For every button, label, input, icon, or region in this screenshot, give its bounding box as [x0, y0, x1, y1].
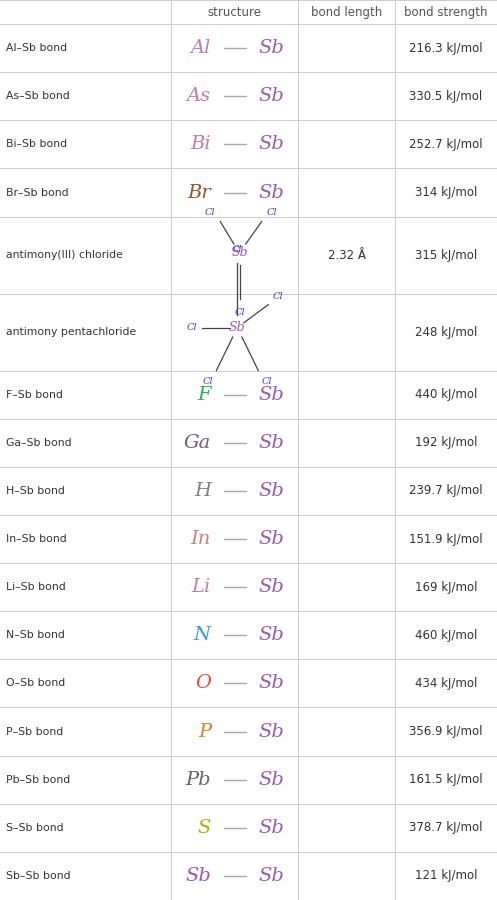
Text: 216.3 kJ/mol: 216.3 kJ/mol	[409, 41, 483, 55]
Text: Ga: Ga	[184, 434, 211, 452]
Text: structure: structure	[208, 5, 262, 19]
Text: H–Sb bond: H–Sb bond	[6, 486, 65, 496]
Text: Cl: Cl	[205, 208, 215, 217]
Text: S: S	[198, 819, 211, 837]
Text: Sb: Sb	[258, 723, 285, 741]
Text: As: As	[187, 87, 211, 105]
Text: Sb: Sb	[258, 135, 285, 153]
Text: Sb: Sb	[229, 321, 246, 334]
Text: Li–Sb bond: Li–Sb bond	[6, 582, 66, 592]
Text: 440 kJ/mol: 440 kJ/mol	[415, 388, 477, 401]
Text: Cl: Cl	[261, 377, 272, 386]
Text: Ga–Sb bond: Ga–Sb bond	[6, 437, 72, 448]
Text: Sb: Sb	[258, 482, 285, 500]
Text: 121 kJ/mol: 121 kJ/mol	[415, 869, 477, 882]
Text: Sb: Sb	[258, 184, 285, 202]
Text: N: N	[194, 626, 211, 644]
Text: Sb–Sb bond: Sb–Sb bond	[6, 871, 71, 881]
Text: 151.9 kJ/mol: 151.9 kJ/mol	[409, 533, 483, 545]
Text: F: F	[197, 386, 211, 404]
Text: N–Sb bond: N–Sb bond	[6, 630, 65, 640]
Text: antimony(III) chloride: antimony(III) chloride	[6, 250, 123, 260]
Text: Cl: Cl	[273, 292, 283, 302]
Text: As–Sb bond: As–Sb bond	[6, 91, 70, 102]
Text: 460 kJ/mol: 460 kJ/mol	[415, 629, 477, 642]
Text: Pb: Pb	[185, 770, 211, 788]
Text: 378.7 kJ/mol: 378.7 kJ/mol	[410, 822, 483, 834]
Text: Cl: Cl	[235, 308, 245, 317]
Text: Al–Sb bond: Al–Sb bond	[6, 43, 67, 53]
Text: Li: Li	[192, 578, 211, 596]
Text: Sb: Sb	[258, 386, 285, 404]
Text: 330.5 kJ/mol: 330.5 kJ/mol	[410, 90, 483, 103]
Text: 161.5 kJ/mol: 161.5 kJ/mol	[409, 773, 483, 787]
Text: S–Sb bond: S–Sb bond	[6, 823, 64, 832]
Text: 2.32 Å: 2.32 Å	[328, 248, 366, 262]
Text: Br: Br	[187, 184, 211, 202]
Text: Sb: Sb	[258, 867, 285, 885]
Text: In: In	[191, 530, 211, 548]
Text: Sb: Sb	[258, 626, 285, 644]
Text: antimony pentachloride: antimony pentachloride	[6, 327, 136, 338]
Text: P–Sb bond: P–Sb bond	[6, 726, 63, 736]
Text: Pb–Sb bond: Pb–Sb bond	[6, 775, 70, 785]
Text: Sb: Sb	[258, 578, 285, 596]
Text: 192 kJ/mol: 192 kJ/mol	[415, 436, 477, 449]
Text: 356.9 kJ/mol: 356.9 kJ/mol	[410, 725, 483, 738]
Text: F–Sb bond: F–Sb bond	[6, 390, 63, 400]
Text: Cl: Cl	[186, 323, 197, 332]
Text: bond strength: bond strength	[404, 5, 488, 19]
Text: 239.7 kJ/mol: 239.7 kJ/mol	[409, 484, 483, 498]
Text: Bi: Bi	[190, 135, 211, 153]
Text: H: H	[194, 482, 211, 500]
Text: 248 kJ/mol: 248 kJ/mol	[415, 326, 477, 338]
Text: Cl: Cl	[267, 208, 277, 217]
Text: bond length: bond length	[311, 5, 382, 19]
Text: Sb: Sb	[258, 674, 285, 692]
Text: Sb: Sb	[258, 819, 285, 837]
Text: Sb: Sb	[232, 247, 248, 259]
Text: Br–Sb bond: Br–Sb bond	[6, 187, 69, 197]
Text: Sb: Sb	[185, 867, 211, 885]
Text: O–Sb bond: O–Sb bond	[6, 679, 65, 688]
Text: 169 kJ/mol: 169 kJ/mol	[415, 580, 477, 594]
Text: Sb: Sb	[258, 87, 285, 105]
Text: 252.7 kJ/mol: 252.7 kJ/mol	[409, 138, 483, 151]
Text: Sb: Sb	[258, 434, 285, 452]
Text: Al: Al	[191, 39, 211, 57]
Text: P: P	[198, 723, 211, 741]
Text: In–Sb bond: In–Sb bond	[6, 534, 67, 544]
Text: Sb: Sb	[258, 770, 285, 788]
Text: 315 kJ/mol: 315 kJ/mol	[415, 248, 477, 262]
Text: 314 kJ/mol: 314 kJ/mol	[415, 186, 477, 199]
Text: Cl: Cl	[202, 377, 213, 386]
Text: Sb: Sb	[258, 39, 285, 57]
Text: O: O	[195, 674, 211, 692]
Text: Bi–Sb bond: Bi–Sb bond	[6, 140, 67, 149]
Text: 434 kJ/mol: 434 kJ/mol	[415, 677, 477, 690]
Text: Cl: Cl	[232, 246, 243, 255]
Text: Sb: Sb	[258, 530, 285, 548]
